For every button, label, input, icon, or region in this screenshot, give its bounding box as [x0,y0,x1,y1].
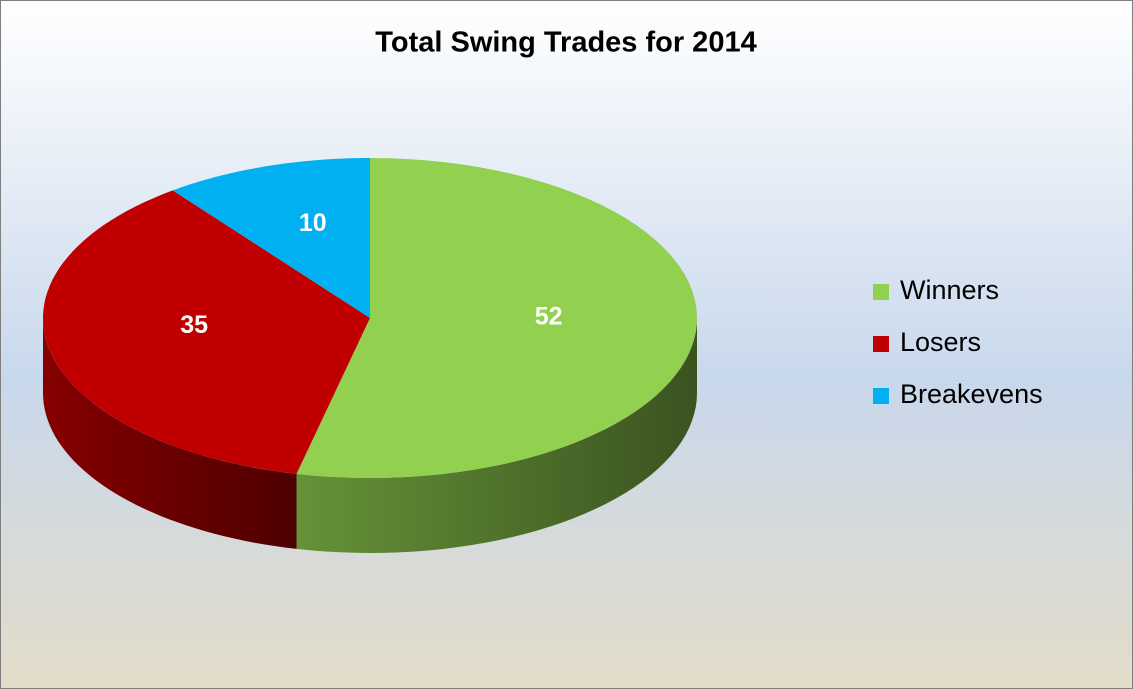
pie: 52 35 10 [43,158,697,553]
legend-label: Breakevens [900,379,1043,409]
slice [43,190,370,474]
legend: Winners Losers Breakevens [873,275,1043,409]
slice [296,158,697,478]
chart-title: Total Swing Trades for 2014 [375,27,756,59]
slice-side [43,318,297,549]
slice-side [296,318,697,553]
legend-label: Winners [900,275,999,305]
slice [172,158,370,318]
legend-swatch [873,284,889,300]
legend-label: Losers [900,327,981,357]
data-label: 10 [299,209,327,237]
legend-swatch [873,388,889,404]
legend-swatch [873,336,889,352]
data-label: 35 [180,311,208,339]
data-label: 52 [535,303,563,331]
